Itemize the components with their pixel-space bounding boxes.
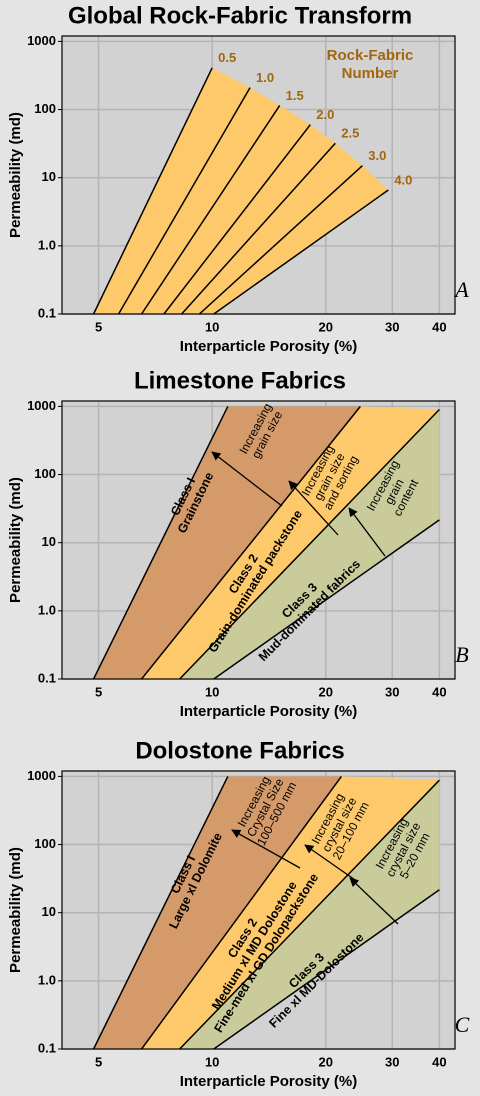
plot-border	[61, 35, 456, 315]
fill-area	[93, 67, 389, 314]
boundary-line	[140, 405, 361, 679]
arrow	[349, 877, 399, 925]
plot-border	[61, 400, 456, 680]
rock-fabric-line	[163, 124, 311, 314]
series-label: 2.5	[341, 126, 359, 141]
x-tick-label: 5	[95, 1054, 102, 1069]
fabric-region	[141, 776, 440, 1049]
plot-content	[92, 405, 440, 679]
y-tick-label: 1000	[27, 33, 56, 48]
rock-fabric-line	[117, 87, 251, 314]
x-axis-label: Interparticle Porosity (%)	[180, 703, 358, 720]
arrow	[288, 480, 339, 536]
annotation: Rock-Fabric	[327, 47, 414, 64]
y-tick-label: 0.1	[38, 670, 56, 685]
arrow	[348, 507, 386, 557]
plot-border	[61, 770, 456, 1050]
chart-title: Global Rock-Fabric Transform	[68, 2, 412, 29]
x-tick-label: 20	[319, 319, 333, 334]
panel-letter: A	[453, 277, 469, 302]
y-tick-label: 1000	[27, 768, 56, 783]
x-tick-label: 10	[205, 319, 219, 334]
y-axis-label: Permeability (md)	[7, 847, 24, 973]
series-label: 1.0	[256, 70, 274, 85]
x-tick-label: 10	[205, 1054, 219, 1069]
fabric-region	[141, 406, 440, 679]
panel-2: Dolostone Fabrics 5 10 20 30 40 0.1 1.0 10 100 100…	[7, 737, 470, 1090]
rock-fabric-line	[140, 104, 281, 314]
x-tick-label: 10	[205, 684, 219, 699]
x-tick-label: 30	[385, 319, 399, 334]
y-axis-label: Permeability (md)	[7, 477, 24, 603]
y-tick-label: 100	[34, 466, 56, 481]
y-tick-label: 10	[42, 169, 56, 184]
y-axis-label: Permeability (md)	[7, 112, 24, 238]
y-tick-label: 1.0	[38, 237, 56, 252]
x-tick-label: 30	[385, 684, 399, 699]
chart-title: Limestone Fabrics	[134, 367, 346, 394]
arrow	[304, 844, 359, 883]
y-tick-label: 100	[34, 101, 56, 116]
y-tick-label: 0.1	[38, 305, 56, 320]
y-tick-label: 1000	[27, 398, 56, 413]
boundary-line	[179, 779, 440, 1049]
rock-fabric-line	[213, 189, 389, 314]
series-label: 2.0	[316, 107, 334, 122]
y-tick-label: 100	[34, 836, 56, 851]
annotation: Number	[342, 65, 399, 82]
chart-title: Dolostone Fabrics	[135, 737, 344, 764]
rock-fabric-line	[92, 67, 213, 314]
x-tick-label: 5	[95, 684, 102, 699]
x-tick-label: 20	[319, 684, 333, 699]
boundary-line	[92, 406, 229, 679]
panel-1: Limestone Fabrics 5 10 20 30 40 0.1 1.0 10 100 100…	[7, 367, 469, 720]
fabric-region	[93, 776, 342, 1049]
y-tick-label: 1.0	[38, 602, 56, 617]
boundary-line	[179, 408, 440, 679]
rock-fabric-line	[198, 165, 363, 314]
x-tick-label: 40	[432, 319, 446, 334]
x-axis-label: Interparticle Porosity (%)	[180, 338, 358, 355]
plot-content	[92, 67, 389, 314]
x-tick-label: 40	[432, 684, 446, 699]
x-tick-label: 30	[385, 1054, 399, 1069]
boundary-line	[92, 776, 229, 1049]
panel-0: Global Rock-Fabric Transform 5 10 20 30 40 0.1…	[7, 2, 469, 355]
fabric-region	[93, 406, 361, 679]
boundary-line	[213, 889, 440, 1049]
y-tick-label: 10	[42, 534, 56, 549]
arrow	[231, 829, 301, 869]
series-label: 3.0	[368, 148, 386, 163]
arrow	[211, 451, 283, 507]
rock-fabric-line	[181, 142, 336, 314]
panel-letter: B	[455, 642, 468, 667]
x-tick-label: 40	[432, 1054, 446, 1069]
plot-content	[92, 775, 440, 1049]
series-label: 1.5	[286, 88, 304, 103]
x-tick-label: 5	[95, 319, 102, 334]
x-axis-label: Interparticle Porosity (%)	[180, 1073, 358, 1090]
boundary-line	[140, 775, 343, 1049]
series-label: 0.5	[218, 50, 236, 65]
x-tick-label: 20	[319, 1054, 333, 1069]
y-tick-label: 10	[42, 904, 56, 919]
y-tick-label: 0.1	[38, 1040, 56, 1055]
series-label: 4.0	[394, 172, 412, 187]
y-tick-label: 1.0	[38, 972, 56, 987]
panel-letter: C	[455, 1012, 470, 1037]
boundary-line	[213, 519, 440, 679]
